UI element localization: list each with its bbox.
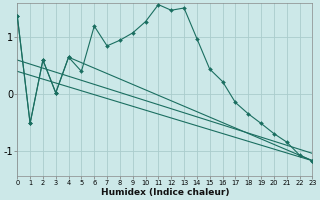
X-axis label: Humidex (Indice chaleur): Humidex (Indice chaleur) — [100, 188, 229, 197]
